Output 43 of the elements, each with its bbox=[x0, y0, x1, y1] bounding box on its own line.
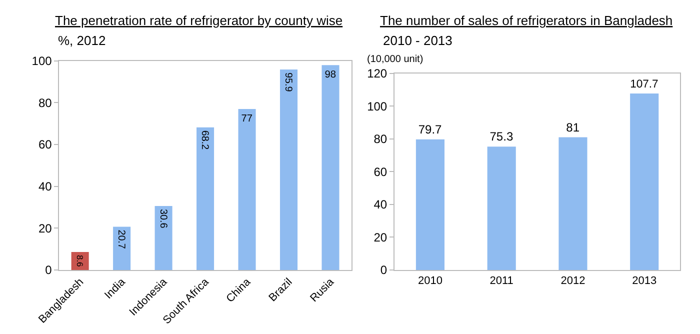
y-tick-label: 80 bbox=[38, 96, 52, 110]
x-tick-label: 2012 bbox=[560, 275, 586, 288]
y-axis-title: (10,000 unit) bbox=[367, 54, 424, 65]
data-label: 30.6 bbox=[157, 208, 168, 229]
bar bbox=[630, 94, 659, 270]
x-tick-label: 2010 bbox=[418, 275, 442, 288]
bar bbox=[238, 109, 256, 270]
x-tick-label: 2013 bbox=[632, 275, 657, 288]
y-tick-label: 20 bbox=[374, 230, 388, 244]
bar bbox=[322, 65, 340, 270]
y-tick-label: 80 bbox=[374, 132, 388, 146]
data-label: 77 bbox=[241, 113, 253, 124]
data-label: 95.9 bbox=[282, 72, 294, 92]
bar bbox=[416, 139, 444, 270]
y-tick-label: 20 bbox=[38, 221, 52, 236]
bar bbox=[280, 69, 298, 270]
chart-subtitle: 2010 - 2013 bbox=[383, 33, 452, 48]
bar bbox=[154, 206, 172, 270]
data-label: 8.6 bbox=[75, 254, 86, 268]
y-tick-label: 0 bbox=[45, 263, 52, 278]
data-label: 98 bbox=[324, 69, 336, 80]
data-label: 107.7 bbox=[630, 78, 658, 91]
data-label: 75.3 bbox=[490, 130, 514, 144]
y-tick-label: 40 bbox=[374, 198, 388, 212]
y-tick-label: 100 bbox=[32, 54, 52, 68]
data-label: 68.2 bbox=[198, 130, 210, 150]
bar bbox=[487, 146, 516, 270]
chart-subtitle: %, 2012 bbox=[58, 33, 106, 48]
y-tick-label: 60 bbox=[38, 138, 52, 152]
y-tick-label: 60 bbox=[374, 164, 388, 179]
bar bbox=[113, 226, 131, 270]
bar bbox=[558, 137, 588, 270]
y-tick-label: 120 bbox=[367, 66, 388, 81]
data-label: 20.7 bbox=[116, 230, 127, 249]
y-tick-label: 100 bbox=[367, 99, 388, 114]
chart-title: The penetration rate of refrigerator by county wise bbox=[55, 13, 343, 28]
y-tick-label: 40 bbox=[38, 180, 52, 194]
x-tick-label: 2011 bbox=[490, 275, 514, 288]
data-label: 79.7 bbox=[418, 122, 442, 136]
y-tick-label: 0 bbox=[380, 263, 388, 278]
chart-title: The number of sales of refrigerators in Bangladesh bbox=[380, 13, 673, 28]
bar bbox=[196, 127, 214, 270]
data-label: 81 bbox=[566, 120, 580, 134]
